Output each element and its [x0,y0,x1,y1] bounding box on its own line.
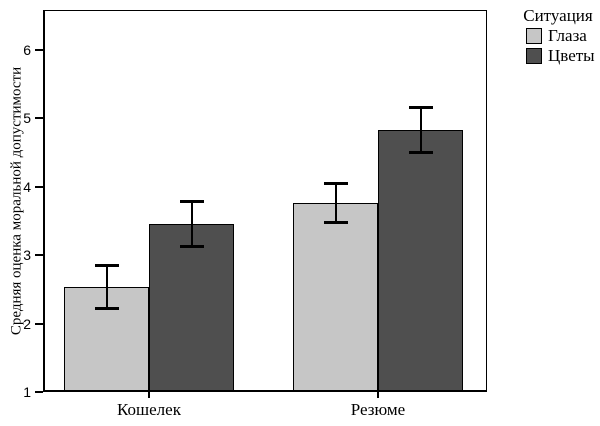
error-bar-cap-bottom [94,306,119,310]
error-bar-cap-bottom [179,244,204,248]
y-axis-title: Средняя оценка моральной допустимости [8,66,25,336]
error-bar-line [105,264,108,309]
legend-label-flowers: Цветы [548,46,595,65]
y-tick-label: 3 [23,247,31,264]
legend-label-eyes: Глаза [548,26,587,45]
y-tick-label: 4 [23,178,31,195]
bar-Глаза-Резюме [293,203,378,392]
error-bar-cap-top [408,105,433,109]
y-tick [35,185,43,188]
error-bar-cap-top [94,263,119,267]
y-tick [35,322,43,325]
bar-Цветы-Кошелек [149,224,234,392]
x-category-label: Кошелек [117,400,181,419]
x-category-label: Резюме [350,400,406,419]
error-bar-cap-bottom [323,221,348,225]
y-tick [35,254,43,257]
legend-item-eyes: Глаза [518,26,598,46]
legend-item-flowers: Цветы [518,46,598,66]
legend-title: Ситуация [523,6,593,25]
error-bar-cap-bottom [408,150,433,154]
y-tick-label: 6 [23,42,31,58]
error-bar-line [334,182,337,224]
y-tick [35,117,43,120]
x-tick [377,392,379,398]
legend: Ситуация Глаза Цветы [518,6,598,66]
y-tick-label: 2 [23,315,31,332]
error-bar-line [419,106,422,153]
legend-swatch-flowers [526,48,542,64]
y-tick-label: 1 [23,384,31,400]
error-bar-cap-top [179,200,204,204]
y-tick [35,49,43,51]
legend-swatch-eyes [526,28,542,44]
error-bar-cap-top [323,181,348,185]
y-tick [35,391,43,393]
error-bar-line [190,201,193,247]
y-tick-label: 5 [23,110,31,127]
x-tick [148,392,150,398]
bar-Цветы-Резюме [378,130,463,392]
